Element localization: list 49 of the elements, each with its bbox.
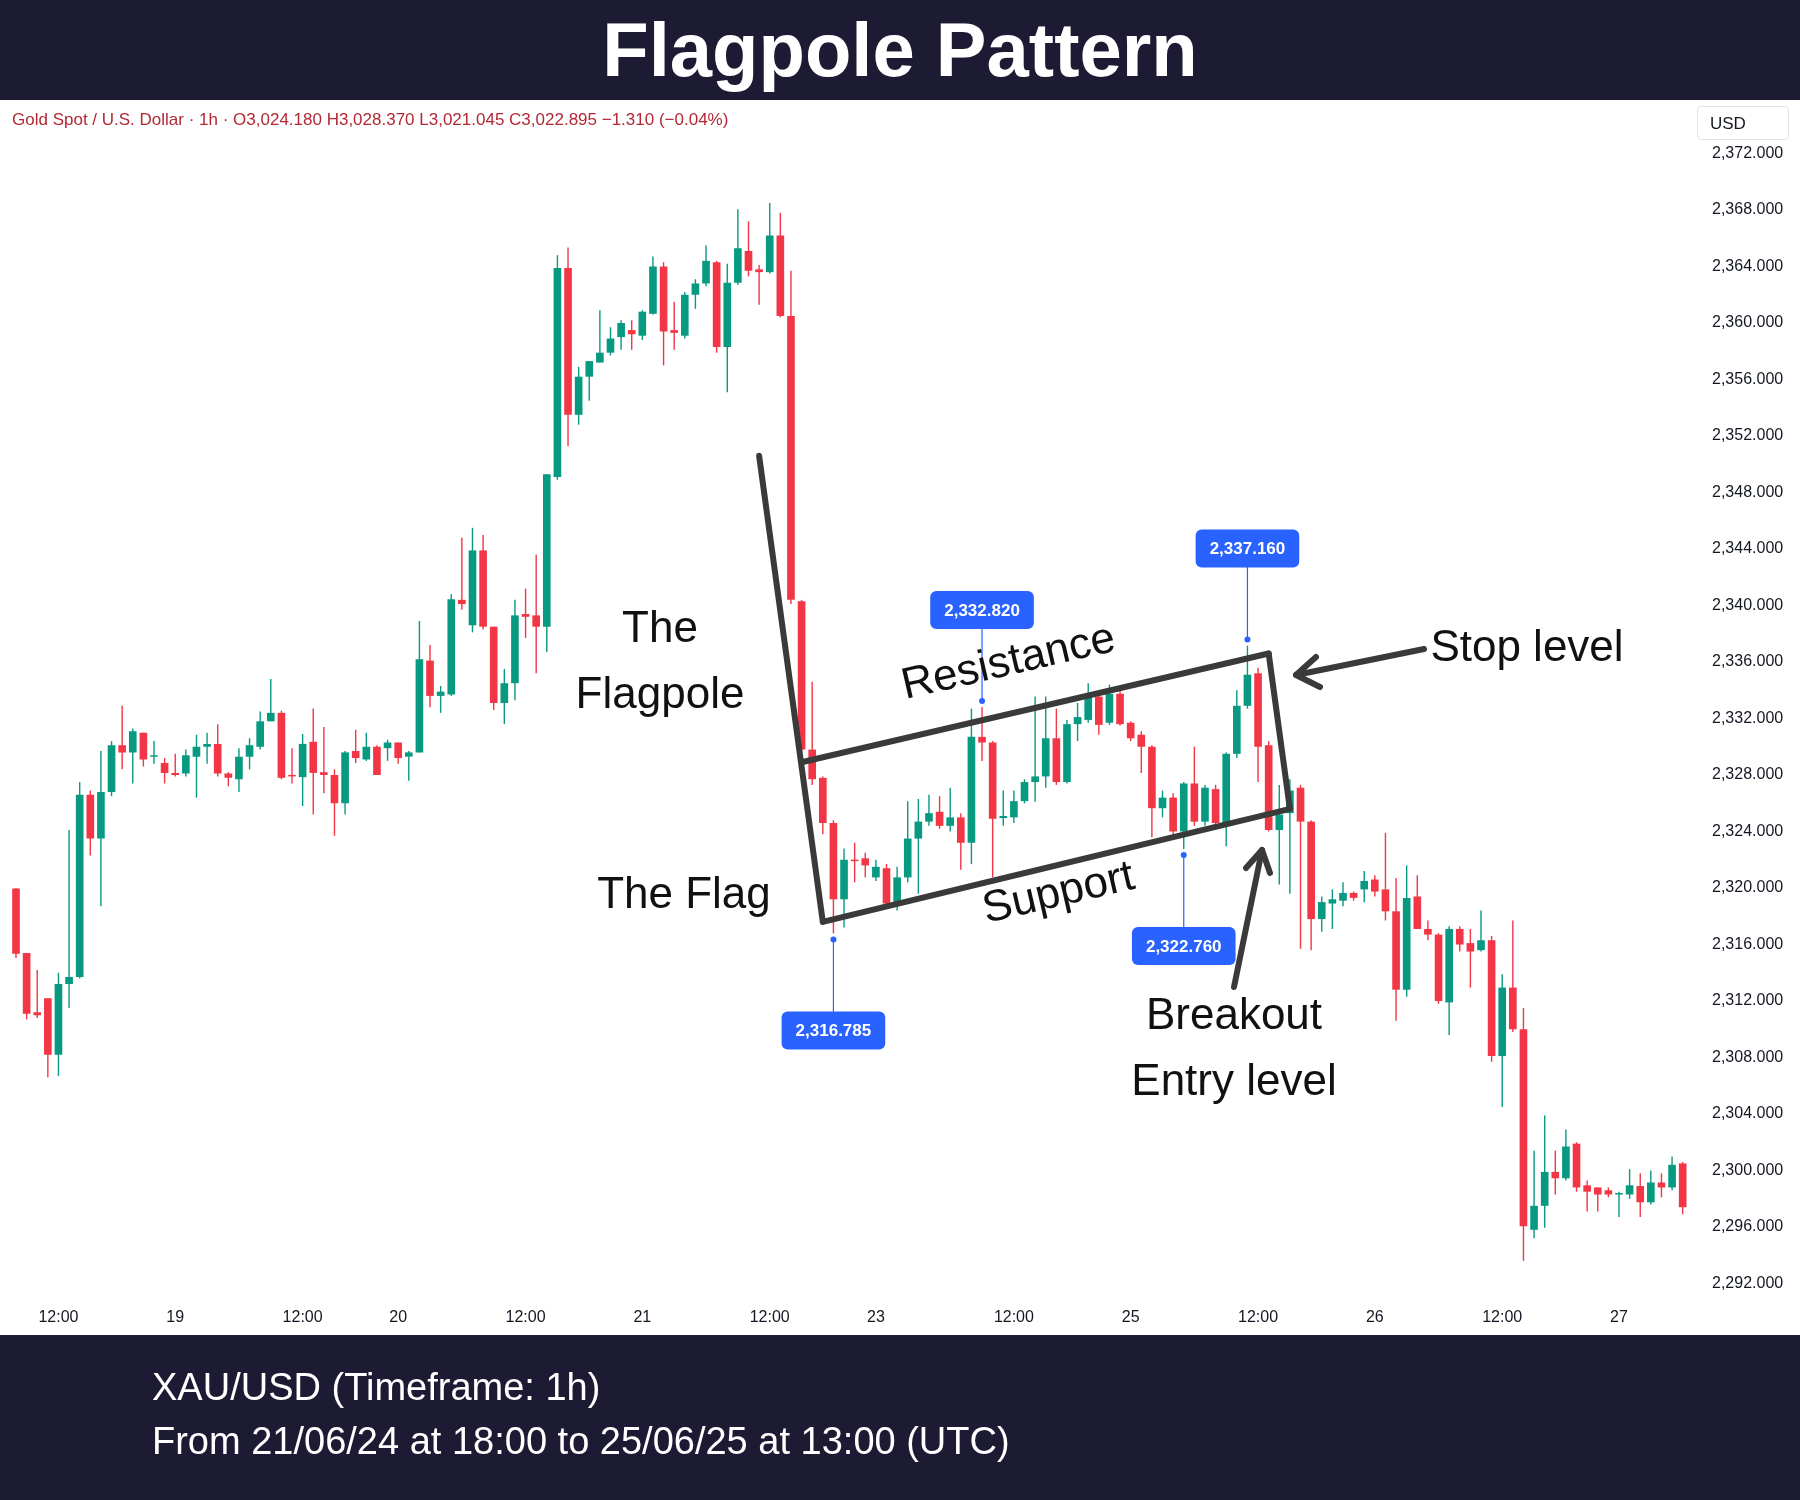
y-tick-label: 2,300.000 xyxy=(1712,1160,1784,1178)
x-tick-label: 12:00 xyxy=(749,1307,790,1325)
y-tick-label: 2,340.000 xyxy=(1712,595,1784,613)
text: From 21/06/24 at 18:00 to 25/06/25 at 13:00 (UTC) xyxy=(152,1420,1010,1463)
y-tick-label: 2,348.000 xyxy=(1712,482,1784,500)
y-tick-label: 2,312.000 xyxy=(1712,991,1784,1009)
x-tick-label: 12:00 xyxy=(505,1307,546,1325)
text: XAU/USD (Timeframe: 1h) xyxy=(152,1366,601,1409)
annotation: Stop level xyxy=(1429,620,1625,672)
annotation: 2,332.820 xyxy=(944,600,1020,620)
y-tick-label: 2,372.000 xyxy=(1712,143,1784,161)
y-tick-label: 2,296.000 xyxy=(1712,1217,1784,1235)
text: Support xyxy=(977,849,1139,932)
y-tick-label: 2,320.000 xyxy=(1712,878,1784,896)
y-tick-label: 2,344.000 xyxy=(1712,539,1784,557)
y-tick-label: 2,360.000 xyxy=(1712,313,1784,331)
y-axis-title: USD xyxy=(1697,106,1789,140)
chart-title: Flagpole Pattern xyxy=(601,6,1199,93)
x-tick-label: 26 xyxy=(1365,1307,1384,1325)
y-tick-label: 2,352.000 xyxy=(1712,426,1784,444)
x-tick-label: 12:00 xyxy=(1482,1307,1523,1325)
y-tick-label: 2,364.000 xyxy=(1712,256,1784,274)
x-tick-label: 23 xyxy=(866,1307,885,1325)
annotation: The Flagpole xyxy=(574,601,746,719)
x-tick-label: 25 xyxy=(1121,1307,1140,1325)
y-tick-label: 2,368.000 xyxy=(1712,200,1784,218)
x-tick-label: 27 xyxy=(1610,1307,1628,1325)
annotation: The Flag xyxy=(596,867,772,919)
y-tick-label: 2,332.000 xyxy=(1712,708,1784,726)
annotation: 2,316.785 xyxy=(795,1021,872,1041)
annotation: 2,337.160 xyxy=(1209,539,1286,559)
x-tick-label: 12:00 xyxy=(282,1307,323,1325)
annotation: Breakout Entry level xyxy=(1130,988,1338,1106)
y-tick-label: 2,304.000 xyxy=(1712,1104,1784,1122)
y-tick-label: 2,292.000 xyxy=(1712,1273,1784,1291)
x-tick-label: 12:00 xyxy=(993,1307,1035,1325)
x-tick-label: 20 xyxy=(389,1307,408,1325)
x-tick-label: 19 xyxy=(166,1307,185,1325)
text: Gold Spot / U.S. Dollar · 1h · O3,024.180 H3,028.370 L3,021.045 C3,022.895 −1.310 (−0.04%) xyxy=(12,110,729,130)
x-tick-label: 12:00 xyxy=(38,1307,79,1325)
y-tick-label: 2,328.000 xyxy=(1712,765,1784,783)
annotation: 2,322.760 xyxy=(1145,936,1222,956)
y-tick-label: 2,324.000 xyxy=(1712,821,1784,839)
x-tick-label: 12:00 xyxy=(1238,1307,1279,1325)
y-tick-label: 2,316.000 xyxy=(1712,934,1784,952)
x-tick-label: 21 xyxy=(633,1307,652,1325)
y-tick-label: 2,308.000 xyxy=(1712,1047,1784,1065)
y-tick-label: 2,356.000 xyxy=(1712,369,1784,387)
y-tick-label: 2,336.000 xyxy=(1712,652,1784,670)
